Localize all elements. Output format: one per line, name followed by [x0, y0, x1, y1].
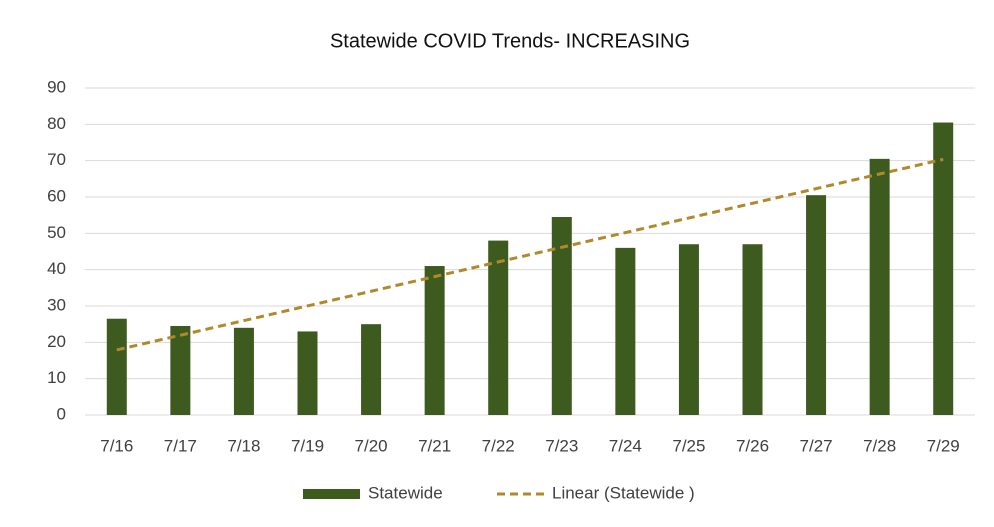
- legend-swatch: [303, 489, 360, 499]
- bar: [869, 158, 890, 415]
- bar: [678, 244, 699, 415]
- bar: [806, 195, 827, 415]
- x-tick-label: 7/21: [418, 436, 451, 455]
- bar: [551, 216, 572, 415]
- legend-label: Statewide: [368, 483, 443, 502]
- y-tick-label: 40: [47, 259, 66, 278]
- y-tick-label: 0: [57, 404, 66, 423]
- y-tick-label: 60: [47, 186, 66, 205]
- y-tick-label: 80: [47, 114, 66, 133]
- bar: [106, 318, 127, 415]
- x-tick-label: 7/18: [227, 436, 260, 455]
- trendline: [116, 157, 944, 352]
- chart-title: Statewide COVID Trends- INCREASING: [330, 30, 690, 52]
- bar: [615, 247, 636, 415]
- bar: [742, 244, 763, 415]
- y-tick-label: 90: [47, 77, 66, 96]
- x-tick-label: 7/24: [609, 436, 642, 455]
- x-tick-label: 7/27: [800, 436, 833, 455]
- bar: [170, 325, 191, 415]
- bar: [297, 331, 318, 415]
- x-tick-label: 7/26: [736, 436, 769, 455]
- bar: [233, 327, 254, 415]
- bar: [361, 324, 382, 415]
- x-tick-label: 7/17: [164, 436, 197, 455]
- x-tick-label: 7/20: [355, 436, 388, 455]
- bar: [424, 266, 445, 415]
- x-tick-label: 7/23: [545, 436, 578, 455]
- x-tick-label: 7/25: [672, 436, 705, 455]
- x-tick-label: 7/28: [863, 436, 896, 455]
- bar: [933, 122, 954, 416]
- y-tick-label: 30: [47, 295, 66, 314]
- legend-label: Linear (Statewide ): [552, 483, 695, 502]
- y-tick-label: 20: [47, 332, 66, 351]
- x-tick-label: 7/29: [927, 436, 960, 455]
- y-tick-label: 70: [47, 150, 66, 169]
- x-tick-label: 7/19: [291, 436, 324, 455]
- bar: [488, 240, 509, 415]
- y-tick-label: 50: [47, 223, 66, 242]
- y-tick-label: 10: [47, 368, 66, 387]
- x-tick-label: 7/22: [482, 436, 515, 455]
- x-tick-label: 7/16: [100, 436, 133, 455]
